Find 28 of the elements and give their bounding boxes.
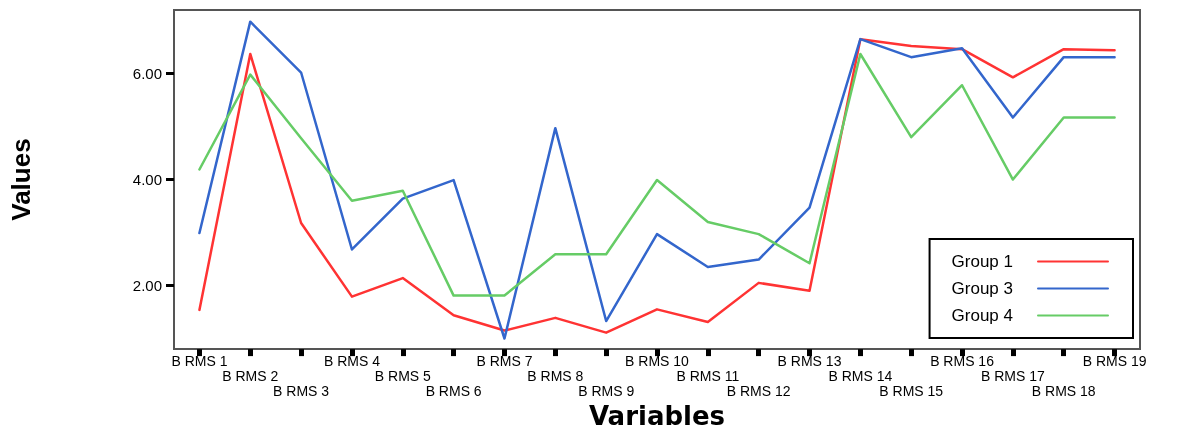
- x-tick-label: B RMS 7: [476, 352, 533, 369]
- x-tick-label: B RMS 9: [578, 382, 635, 399]
- x-tick-label: B RMS 5: [374, 367, 432, 384]
- x-tick-label: B RMS 3: [273, 382, 330, 399]
- x-tick-label: B RMS 10: [625, 352, 690, 369]
- x-tick-label: B RMS 11: [676, 367, 740, 384]
- x-tick-label: B RMS 8: [527, 367, 584, 384]
- x-tick-label: B RMS 6: [425, 382, 482, 399]
- y-tick-label: 6.00: [132, 65, 162, 83]
- x-tick-label: B RMS 13: [777, 352, 842, 369]
- x-tick-label: B RMS 19: [1082, 352, 1147, 369]
- y-tick-label: 2.00: [132, 277, 162, 295]
- x-axis-title: Variables: [588, 401, 726, 431]
- x-tick-label: B RMS 16: [930, 352, 995, 369]
- x-tick-label: B RMS 18: [1031, 382, 1096, 399]
- x-tick-label: B RMS 2: [222, 367, 279, 384]
- x-tick-label: B RMS 15: [879, 382, 944, 399]
- y-axis-title: Values: [6, 138, 36, 221]
- y-tick-label: 4.00: [132, 171, 162, 189]
- legend-label: Group 4: [951, 306, 1013, 325]
- x-tick-label: B RMS 12: [726, 382, 791, 399]
- x-tick-label: B RMS 17: [980, 367, 1045, 384]
- x-tick-label: B RMS 1: [171, 352, 228, 369]
- line-series: [198, 52, 1116, 297]
- legend-label: Group 3: [951, 279, 1013, 298]
- x-tick-label: B RMS 14: [828, 367, 893, 384]
- x-tick-label: B RMS 4: [323, 352, 381, 369]
- legend-label: Group 1: [951, 252, 1013, 271]
